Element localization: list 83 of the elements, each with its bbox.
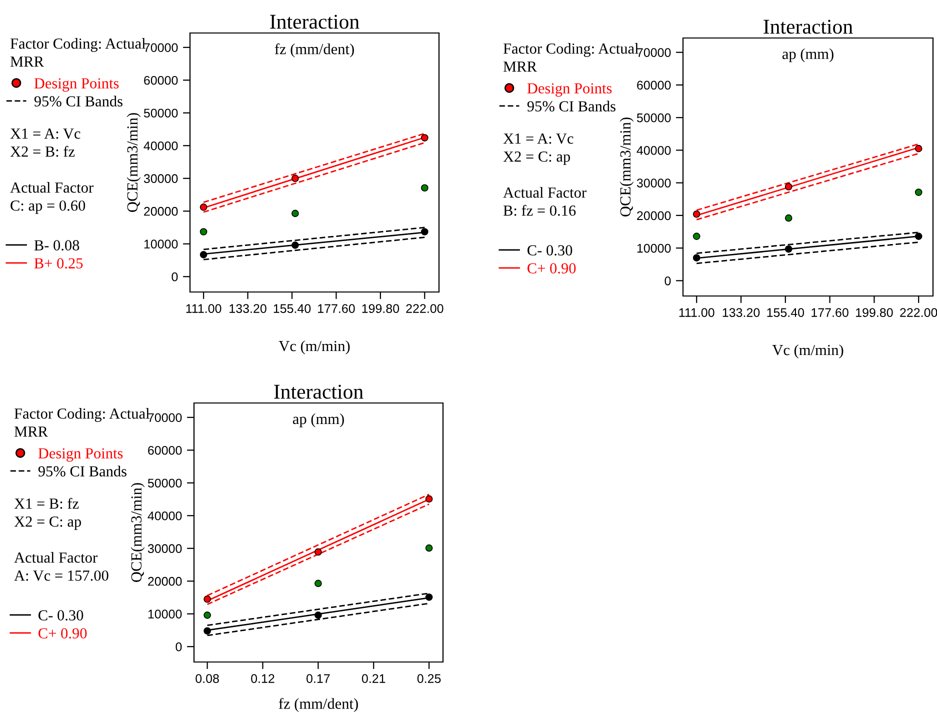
legend-label: 95% CI Bands xyxy=(38,466,126,477)
legend-label: Design Points xyxy=(34,78,119,92)
x-tick-label: 111.00 xyxy=(679,308,714,317)
y-tick-label: 60000 xyxy=(637,80,671,90)
x-tick-label: 199.80 xyxy=(362,304,400,313)
text: Actual Factor xyxy=(503,187,586,198)
text: X1 = B: fz xyxy=(14,498,79,509)
text: X2 = C: ap xyxy=(14,516,82,530)
x-tick-label: 155.40 xyxy=(767,308,804,317)
text: Factor Coding: Actual xyxy=(503,43,638,57)
x-tick-label: 222.00 xyxy=(900,308,937,317)
y-tick-label: 10000 xyxy=(148,610,182,619)
legend-label: Design Points xyxy=(38,448,123,462)
y-tick-label: 60000 xyxy=(148,446,182,455)
text: X2 = B: fz xyxy=(10,146,75,157)
x-tick-label: 133.20 xyxy=(722,308,760,317)
x-tick-label: 0.21 xyxy=(362,674,386,683)
x-tick-label: 0.12 xyxy=(251,674,274,683)
y-tick-label: 0 xyxy=(664,276,671,286)
y-tick-label: 50000 xyxy=(144,108,178,118)
chart-title: Interaction xyxy=(274,384,364,399)
y-axis-title: QCE(mm3/min) xyxy=(126,113,141,212)
text: ap (mm) xyxy=(782,48,834,62)
legend-label: Design Points xyxy=(527,83,612,97)
y-tick-label: 50000 xyxy=(636,113,671,122)
legend-label: 95% CI Bands xyxy=(527,100,616,112)
x-tick-label: 0.25 xyxy=(417,674,441,683)
y-tick-label: 30000 xyxy=(636,178,671,188)
text: C: ap = 0.60 xyxy=(10,200,86,214)
x-tick-label: 133.20 xyxy=(230,304,266,313)
x-tick-label: 222.00 xyxy=(406,304,444,313)
legend-label: B- 0.08 xyxy=(34,240,80,251)
x-tick-label: 199.80 xyxy=(856,308,893,317)
x-axis-title: fz (mm/dent) xyxy=(278,698,358,712)
text: Actual Factor xyxy=(14,552,98,563)
y-tick-label: 20000 xyxy=(637,211,671,220)
text: Factor Coding: Actual xyxy=(14,408,150,422)
x-tick-label: 155.40 xyxy=(274,304,311,313)
y-tick-label: 20000 xyxy=(144,206,178,216)
y-tick-label: 40000 xyxy=(144,141,178,150)
legend-label: B+ 0.25 xyxy=(34,258,83,269)
y-tick-label: 0 xyxy=(176,642,182,652)
text: B: fz = 0.16 xyxy=(503,204,576,216)
y-tick-label: 70000 xyxy=(144,43,178,52)
text: A: Vc = 157.00 xyxy=(14,570,108,581)
chart-title: Interaction xyxy=(764,20,853,34)
legend-label: 95% CI Bands xyxy=(34,96,122,107)
x-axis-title: Vc (m/min) xyxy=(278,340,350,354)
x-tick-label: 177.60 xyxy=(318,304,355,313)
y-tick-label: 70000 xyxy=(637,48,671,58)
chart-title: Interaction xyxy=(270,14,360,29)
text: X1 = A: Vc xyxy=(10,128,80,139)
text: Actual Factor xyxy=(10,182,94,193)
y-tick-label: 70000 xyxy=(148,413,182,422)
text: MRR xyxy=(10,56,44,67)
y-tick-label: 20000 xyxy=(148,576,182,586)
legend-label: C- 0.30 xyxy=(528,245,572,256)
legend-label: C+ 0.90 xyxy=(528,263,576,274)
y-tick-label: 50000 xyxy=(148,478,182,488)
y-tick-label: 30000 xyxy=(148,544,182,554)
x-tick-label: 0.17 xyxy=(306,674,330,683)
text: MRR xyxy=(503,62,537,72)
text: ap (mm) xyxy=(292,413,344,428)
y-tick-label: 30000 xyxy=(144,174,178,184)
y-tick-label: 40000 xyxy=(636,146,671,155)
text: Factor Coding: Actual xyxy=(10,38,146,52)
legend-label: C- 0.30 xyxy=(38,610,84,621)
y-axis-title: QCE(mm3/min) xyxy=(130,483,145,582)
x-tick-label: 0.08 xyxy=(196,674,219,683)
y-axis-title: QCE(mm3/min) xyxy=(620,118,634,216)
y-tick-label: 0 xyxy=(172,272,178,282)
y-tick-label: 40000 xyxy=(148,511,182,520)
text: MRR xyxy=(14,426,48,437)
text: fz (mm/dent) xyxy=(274,43,354,58)
text: X1 = A: Vc xyxy=(503,134,574,144)
legend-label: C+ 0.90 xyxy=(38,628,87,639)
y-tick-label: 60000 xyxy=(144,76,178,85)
y-tick-label: 10000 xyxy=(637,244,671,253)
x-tick-label: 177.60 xyxy=(812,308,848,317)
text: X2 = C: ap xyxy=(503,151,570,165)
x-tick-label: 111.00 xyxy=(186,304,222,313)
y-tick-label: 10000 xyxy=(144,240,178,249)
x-axis-title: Vc (m/min) xyxy=(772,344,844,358)
